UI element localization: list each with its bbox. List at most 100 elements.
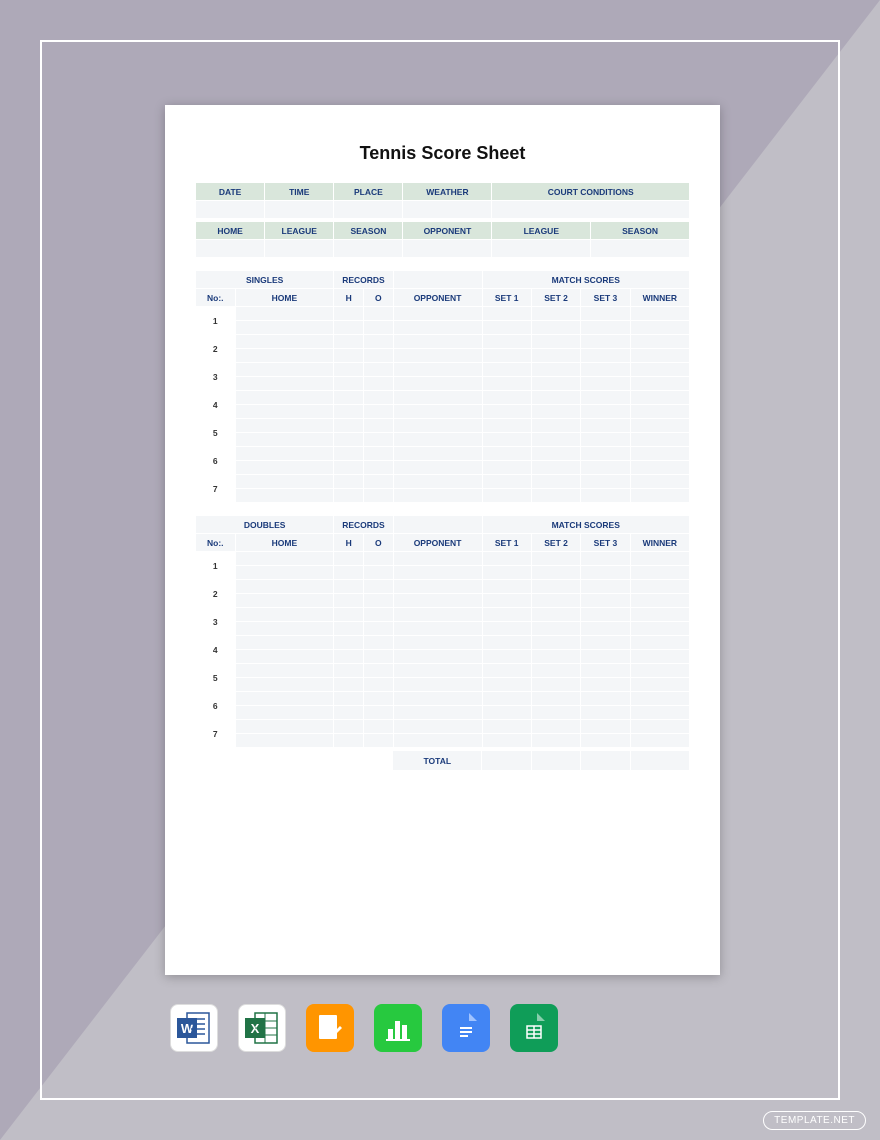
score-cell (334, 580, 364, 594)
score-cell (482, 461, 531, 475)
meta-header: LEAGUE (265, 222, 334, 240)
row-number: 5 (196, 419, 236, 447)
score-cell (581, 363, 630, 377)
score-cell (482, 608, 531, 622)
score-cell (630, 622, 689, 636)
score-cell (630, 489, 689, 503)
group-header (393, 516, 482, 534)
col-header: HOME (235, 289, 334, 307)
score-cell (235, 475, 334, 489)
score-cell (393, 678, 482, 692)
meta-header: TIME (265, 183, 334, 201)
score-cell (334, 594, 364, 608)
score-cell (363, 391, 393, 405)
score-cell (363, 363, 393, 377)
meta-cell (334, 240, 403, 258)
row-number: 3 (196, 608, 236, 636)
score-cell (235, 580, 334, 594)
score-cell (334, 489, 364, 503)
score-cell (393, 349, 482, 363)
score-cell (235, 622, 334, 636)
meta-table-2: HOMELEAGUESEASONOPPONENTLEAGUESEASON (195, 221, 690, 258)
score-cell (531, 692, 580, 706)
score-cell (482, 391, 531, 405)
group-header: DOUBLES (196, 516, 334, 534)
score-cell (482, 580, 531, 594)
col-header: H (334, 289, 364, 307)
meta-cell (334, 201, 403, 219)
pages-icon[interactable] (306, 1004, 354, 1052)
score-cell (235, 405, 334, 419)
score-cell (235, 678, 334, 692)
google-sheets-icon[interactable] (510, 1004, 558, 1052)
col-header: HOME (235, 534, 334, 552)
score-cell (581, 447, 630, 461)
meta-cell (591, 240, 690, 258)
score-cell (531, 433, 580, 447)
meta-header: LEAGUE (492, 222, 591, 240)
score-cell (531, 720, 580, 734)
meta-cell (492, 201, 690, 219)
score-cell (630, 475, 689, 489)
score-cell (630, 419, 689, 433)
meta-table-1: DATETIMEPLACEWEATHERCOURT CONDITIONS (195, 182, 690, 219)
score-cell (235, 433, 334, 447)
score-cell (235, 566, 334, 580)
score-cell (334, 363, 364, 377)
score-cell (482, 419, 531, 433)
score-cell (482, 720, 531, 734)
score-cell (393, 594, 482, 608)
score-cell (363, 636, 393, 650)
col-header: O (363, 534, 393, 552)
row-number: 7 (196, 720, 236, 748)
score-cell (630, 552, 689, 566)
score-cell (334, 552, 364, 566)
score-cell (235, 636, 334, 650)
page-title: Tennis Score Sheet (195, 143, 690, 164)
score-cell (334, 391, 364, 405)
score-cell (630, 608, 689, 622)
score-cell (531, 419, 580, 433)
score-cell (235, 692, 334, 706)
score-cell (482, 377, 531, 391)
numbers-icon[interactable] (374, 1004, 422, 1052)
score-cell (630, 405, 689, 419)
score-cell (393, 734, 482, 748)
score-cell (334, 405, 364, 419)
group-header: RECORDS (334, 271, 393, 289)
score-cell (482, 552, 531, 566)
row-number: 4 (196, 391, 236, 419)
col-header: No:. (196, 289, 236, 307)
score-cell (363, 405, 393, 419)
score-cell (581, 678, 630, 692)
score-cell (334, 692, 364, 706)
col-header: OPPONENT (393, 289, 482, 307)
score-cell (393, 608, 482, 622)
score-cell (581, 706, 630, 720)
score-cell (393, 580, 482, 594)
word-icon[interactable]: W (170, 1004, 218, 1052)
col-header: WINNER (630, 534, 689, 552)
score-cell (235, 321, 334, 335)
col-header: SET 1 (482, 534, 531, 552)
score-cell (363, 307, 393, 321)
watermark: TEMPLATE.NET (763, 1111, 866, 1130)
score-cell (531, 706, 580, 720)
score-cell (334, 622, 364, 636)
score-cell (630, 692, 689, 706)
score-cell (630, 377, 689, 391)
score-cell (531, 405, 580, 419)
score-cell (235, 489, 334, 503)
score-cell (482, 594, 531, 608)
score-cell (482, 734, 531, 748)
score-cell (581, 307, 630, 321)
score-cell (482, 447, 531, 461)
score-cell (531, 608, 580, 622)
score-cell (393, 419, 482, 433)
score-cell (334, 461, 364, 475)
score-cell (334, 664, 364, 678)
meta-header: COURT CONDITIONS (492, 183, 690, 201)
score-cell (334, 349, 364, 363)
excel-icon[interactable]: X (238, 1004, 286, 1052)
google-docs-icon[interactable] (442, 1004, 490, 1052)
